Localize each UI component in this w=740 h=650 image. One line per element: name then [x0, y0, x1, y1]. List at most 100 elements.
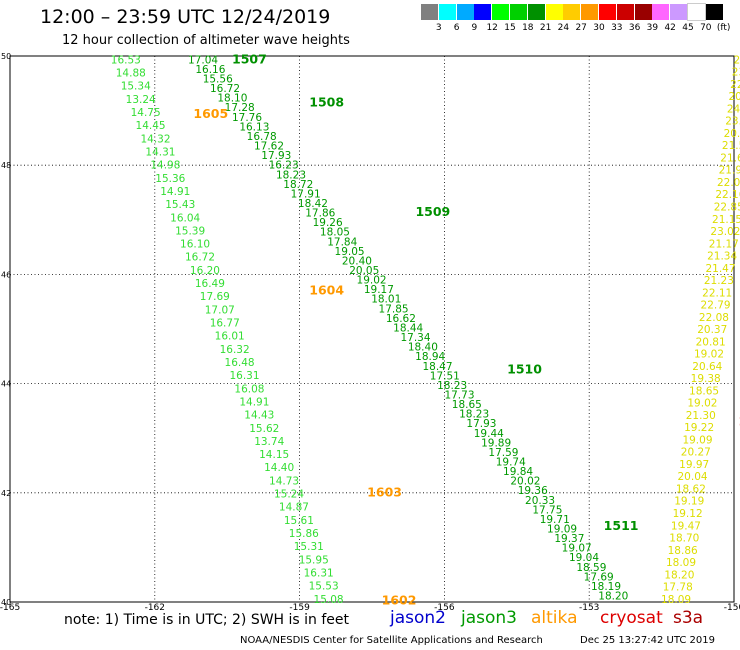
swh-value: 17.28 — [225, 102, 255, 114]
swh-value: 22.11 — [702, 287, 732, 299]
swh-value: 18.70 — [669, 533, 699, 545]
swh-value: 18.65 — [452, 399, 482, 411]
swh-value: 23.16 — [725, 116, 740, 128]
swh-value: 17.86 — [305, 208, 335, 220]
colorbar-label: 3 — [435, 23, 442, 33]
swh-value: 18.94 — [415, 351, 445, 363]
swh-value: 17.04 — [188, 54, 218, 66]
swh-value: 18.65 — [689, 385, 719, 397]
swh-value: 18.19 — [591, 581, 621, 593]
colorbar-swatch — [492, 4, 510, 20]
swh-value: 17.73 — [444, 389, 474, 401]
swh-value: 22.04 — [717, 177, 740, 189]
altimeter-map: 50 48 46 44 42 40-165 -162 -159 -156 -153 -150 16.… — [0, 51, 740, 610]
swh-value: 13.24 — [126, 94, 156, 106]
swh-value: 16.20 — [190, 265, 220, 277]
swh-value: 15.53 — [309, 581, 339, 593]
swh-value: 19.09 — [547, 524, 577, 536]
map-frame — [9, 55, 735, 603]
map-title: 12:00 – 23:59 UTC 12/24/2019 — [40, 6, 331, 28]
map-subtitle: 12 hour collection of altimeter wave hei… — [62, 33, 350, 48]
colorbar-label: 36 — [628, 23, 641, 33]
colorbar-label: 45 — [682, 23, 694, 33]
swh-value: 16.53 — [111, 54, 141, 66]
swh-value: 19.44 — [474, 428, 504, 440]
swh-value: 17.69 — [200, 291, 230, 303]
pass-id-label: 1602 — [382, 592, 417, 607]
swh-value: 14.91 — [160, 186, 190, 198]
swh-value: 19.12 — [673, 508, 703, 520]
swh-value: 20.02 — [510, 476, 540, 488]
legend-s3a: s3a — [673, 608, 704, 628]
swh-value: 16.32 — [220, 344, 250, 356]
colorbar-swatch — [705, 4, 723, 20]
swh-value: 13.74 — [254, 436, 284, 448]
swh-value: 16.72 — [210, 83, 240, 95]
swh-value: 16.31 — [229, 370, 259, 382]
swh-value: 17.51 — [430, 370, 460, 382]
swh-value: 23.02 — [710, 226, 740, 238]
colorbar-label: 6 — [453, 23, 460, 33]
colorbar-swatch — [616, 4, 634, 20]
swh-value: 15.61 — [284, 515, 314, 527]
swh-value: 22.79 — [701, 300, 731, 312]
pass-id-label: 1511 — [604, 518, 639, 533]
swh-value: 16.78 — [247, 131, 277, 143]
colorbar-swatch — [652, 4, 670, 20]
swh-value: 20.40 — [342, 255, 372, 267]
swh-value: 18.20 — [664, 569, 694, 581]
swh-value: 14.87 — [279, 502, 309, 514]
swh-value: 14.15 — [259, 449, 289, 461]
pass-id-label: 2025 — [739, 413, 740, 428]
swh-value: 18.09 — [661, 594, 691, 606]
swh-value: 14.98 — [150, 160, 180, 172]
colorbar-swatch — [474, 4, 492, 20]
swh-value: 15.24 — [274, 489, 304, 501]
swh-value: 19.71 — [540, 514, 570, 526]
swh-value: 22.17 — [733, 54, 740, 66]
axis-ticks: 50 48 46 44 42 40-165 -162 -159 -156 -153 -150 — [0, 52, 740, 610]
swh-value: 18.62 — [676, 483, 706, 495]
lon-tick-label: -165 — [0, 603, 20, 610]
swh-value: 20.64 — [692, 361, 722, 373]
swh-value: 19.37 — [554, 533, 584, 545]
swh-value: 18.20 — [598, 591, 628, 603]
swh-value: 19.02 — [694, 349, 724, 361]
swh-value: 15.95 — [299, 554, 329, 566]
swh-value: 14.91 — [239, 396, 269, 408]
swh-value: 20.33 — [525, 495, 555, 507]
swh-value: 19.84 — [503, 466, 533, 478]
legend-altika: altika — [531, 608, 578, 628]
colorbar-label: 21 — [539, 23, 552, 33]
swh-value: 17.93 — [466, 418, 496, 430]
swh-value: 20.85 — [724, 128, 740, 140]
swh-value: 15.31 — [294, 541, 324, 553]
swh-value: 17.34 — [400, 332, 430, 344]
swh-tracks: 16.53 14.8815.3413.2414.7514.4514.3214.31… — [111, 54, 740, 605]
swh-value: 22.16 — [715, 189, 740, 201]
swh-value: 18.42 — [298, 198, 328, 210]
swh-value: 16.72 — [185, 252, 215, 264]
swh-value: 18.05 — [320, 227, 350, 239]
swh-value: 16.48 — [225, 357, 255, 369]
swh-value: 16.10 — [180, 239, 210, 251]
colorbar-label: 33 — [611, 23, 623, 33]
colorbar-swatch — [581, 4, 599, 20]
swh-value: 18.09 — [666, 557, 696, 569]
swh-value: 21.99 — [719, 165, 740, 177]
swh-value: 24.84 — [727, 103, 740, 115]
colorbar-swatch — [545, 4, 563, 20]
swh-value: 16.23 — [269, 160, 299, 172]
swh-value: 14.40 — [264, 462, 294, 474]
swh-value: 15.43 — [165, 199, 195, 211]
swh-value: 14.43 — [244, 410, 274, 422]
swh-value: 15.08 — [314, 594, 344, 606]
swh-value: 21.30 — [686, 410, 716, 422]
lon-tick-label: -159 — [289, 603, 310, 610]
swh-value: 19.47 — [671, 520, 701, 532]
swh-value: 16.08 — [234, 383, 264, 395]
swh-value: 14.45 — [136, 120, 166, 132]
swh-value: 17.75 — [532, 504, 562, 516]
lon-tick-label: -162 — [145, 603, 165, 610]
swh-value: 14.73 — [269, 475, 299, 487]
